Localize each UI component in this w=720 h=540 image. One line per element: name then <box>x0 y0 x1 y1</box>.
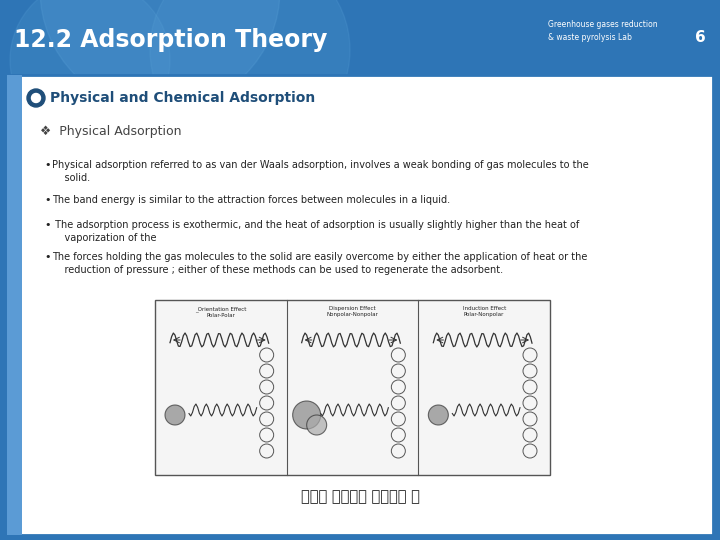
Text: •: • <box>44 252 50 262</box>
Circle shape <box>428 405 449 425</box>
Text: Induction Effect
Polar-Nonpolar: Induction Effect Polar-Nonpolar <box>462 306 505 317</box>
Circle shape <box>27 89 45 107</box>
Text: •: • <box>44 195 50 205</box>
Circle shape <box>32 93 40 103</box>
Text: 6: 6 <box>696 30 706 45</box>
Text: The band energy is similar to the attraction forces between molecules in a liqui: The band energy is similar to the attrac… <box>52 195 450 205</box>
Text: ❖  Physical Adsorption: ❖ Physical Adsorption <box>40 125 181 138</box>
Text: Physical and Chemical Adsorption: Physical and Chemical Adsorption <box>50 91 315 105</box>
Bar <box>155 300 550 475</box>
Bar <box>7 75 22 535</box>
Text: The forces holding the gas molecules to the solid are easily overcome by either : The forces holding the gas molecules to … <box>52 252 588 275</box>
Circle shape <box>292 401 320 429</box>
Bar <box>0 0 720 72</box>
Circle shape <box>10 0 170 140</box>
Text: •: • <box>44 160 50 170</box>
Text: Greenhouse gases reduction
& waste pyrolysis Lab: Greenhouse gases reduction & waste pyrol… <box>548 20 657 42</box>
Text: •: • <box>44 220 50 230</box>
Text: 12.2 Adsorption Theory: 12.2 Adsorption Theory <box>14 28 328 52</box>
Circle shape <box>150 0 350 150</box>
Text: The adsorption process is exothermic, and the heat of adsorption is usually slig: The adsorption process is exothermic, an… <box>52 220 580 243</box>
Text: _Orientation Effect
Polar-Polar: _Orientation Effect Polar-Polar <box>195 306 246 318</box>
Bar <box>7 75 713 535</box>
Circle shape <box>40 0 280 110</box>
Text: Physical adsorption referred to as van der Waals adsorption, involves a weak bon: Physical adsorption referred to as van d… <box>52 160 589 183</box>
Circle shape <box>165 405 185 425</box>
Text: 흡착을 일으키는 물리적인 힘: 흡착을 일으키는 물리적인 힘 <box>300 489 420 504</box>
Circle shape <box>307 415 327 435</box>
Text: Dispersion Effect
Nonpolar-Nonpolar: Dispersion Effect Nonpolar-Nonpolar <box>327 306 379 317</box>
